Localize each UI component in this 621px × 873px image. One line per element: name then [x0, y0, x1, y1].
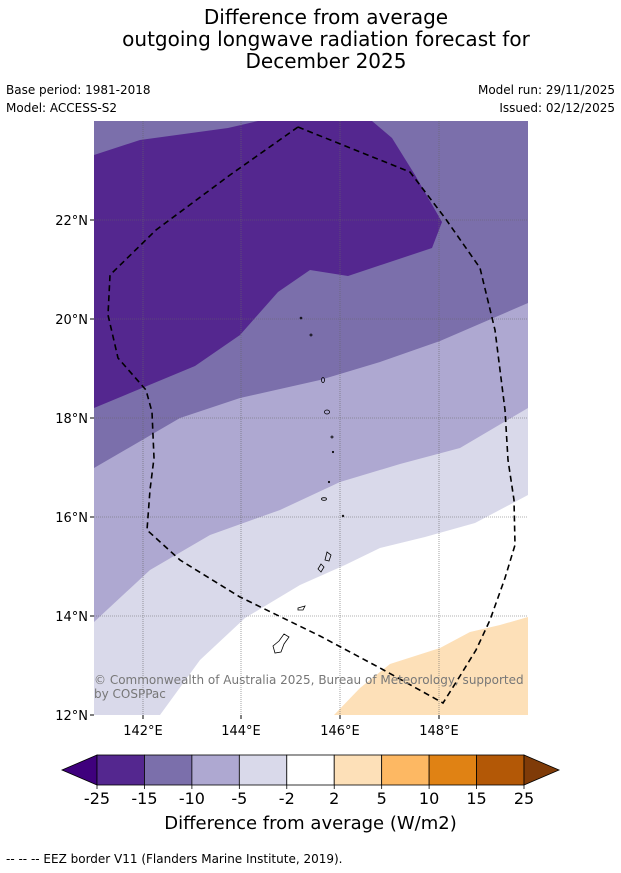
island-rota: [297, 605, 306, 611]
chart-title: Difference from average outgoing longwav…: [0, 6, 621, 72]
island-guam: [272, 633, 290, 654]
island-alamagan: [324, 409, 330, 415]
lat-tick-16: 16°N: [55, 511, 88, 526]
lon-tick-144: 144°E: [221, 724, 261, 739]
island-guguan: [330, 435, 334, 439]
colorbar-label: Difference from average (W/m2): [164, 813, 457, 834]
title-line-1: Difference from average: [203, 5, 449, 29]
model-name: Model: ACCESS-S2: [6, 101, 118, 115]
colorbar-segment: [476, 754, 525, 786]
issued-date: Issued: 02/12/2025: [499, 101, 615, 115]
colorbar-segment: [333, 754, 383, 786]
island-saipan: [324, 551, 332, 562]
colorbar-tick-label: 5: [377, 789, 387, 808]
eez-legend: -- -- -- EEZ border V11 (Flanders Marine…: [6, 852, 343, 866]
colorbar-segment: [144, 754, 193, 786]
colorbar-segment: [191, 754, 240, 786]
island-anatahan: [321, 497, 327, 501]
lat-tick-12: 12°N: [55, 709, 88, 724]
colorbar-tick-label: -10: [179, 789, 205, 808]
colorbar-tick-label: 15: [466, 789, 486, 808]
model-run: Model run: 29/11/2025: [477, 83, 615, 97]
island-tinian: [317, 563, 325, 573]
base-period: Base period: 1981-2018: [6, 83, 151, 97]
island-farallon: [299, 316, 303, 320]
lat-tick-labels: 22°N 20°N 18°N 16°N 14°N 12°N: [55, 214, 94, 724]
colorbar-extend-low: [60, 754, 98, 786]
meta-left: Base period: 1981-2018 Model: ACCESS-S2: [6, 81, 151, 117]
gridlines: [94, 121, 528, 715]
lon-tick-labels: 142°E 144°E 146°E 148°E: [123, 715, 459, 739]
lat-tick-14: 14°N: [55, 610, 88, 625]
lon-tick-148: 148°E: [419, 724, 459, 739]
colorbar-tick-label: -5: [231, 789, 247, 808]
map-plot-area: [94, 121, 528, 715]
colorbar-tick-label: 2: [329, 789, 339, 808]
colorbar-segment: [286, 754, 335, 786]
island-farallon-de-medinilla: [341, 514, 345, 518]
lat-tick-22: 22°N: [55, 214, 88, 229]
title-line-2: outgoing longwave radiation forecast for: [122, 27, 530, 51]
colorbar-segment: [381, 754, 430, 786]
lat-tick-20: 20°N: [55, 313, 88, 328]
colorbar-tick-label: -25: [84, 789, 110, 808]
copyright-line-1: © Commonwealth of Australia 2025, Bureau…: [94, 673, 524, 687]
lat-tick-18: 18°N: [55, 412, 88, 427]
colorbar-segment: [238, 754, 288, 786]
title-line-3: December 2025: [245, 49, 407, 73]
colorbar: -25 -15 -10 -5 -2 2 5 10 15 25: [60, 754, 561, 808]
band-minus-25-to-minus-15: [94, 121, 442, 408]
colorbar-tick-label: 25: [514, 789, 534, 808]
lon-tick-142: 142°E: [123, 724, 163, 739]
island-pagan: [321, 377, 325, 383]
colorbar-tick-label: -2: [279, 789, 295, 808]
colorbar-segment: [96, 754, 145, 786]
island-anatahan-north: [327, 480, 331, 484]
copyright-line-2: by COSPPac: [94, 687, 166, 701]
colorbar-segment: [428, 754, 477, 786]
lon-tick-146: 146°E: [320, 724, 360, 739]
islands: [272, 316, 345, 654]
colorbar-tick-label: -15: [131, 789, 157, 808]
colorbar-tick-label: 10: [419, 789, 439, 808]
colorbar-extend-high: [523, 754, 561, 786]
meta-right: Model run: 29/11/2025 Issued: 02/12/2025: [478, 81, 615, 117]
island-maug: [309, 333, 313, 337]
island-sarigan: [331, 450, 335, 454]
